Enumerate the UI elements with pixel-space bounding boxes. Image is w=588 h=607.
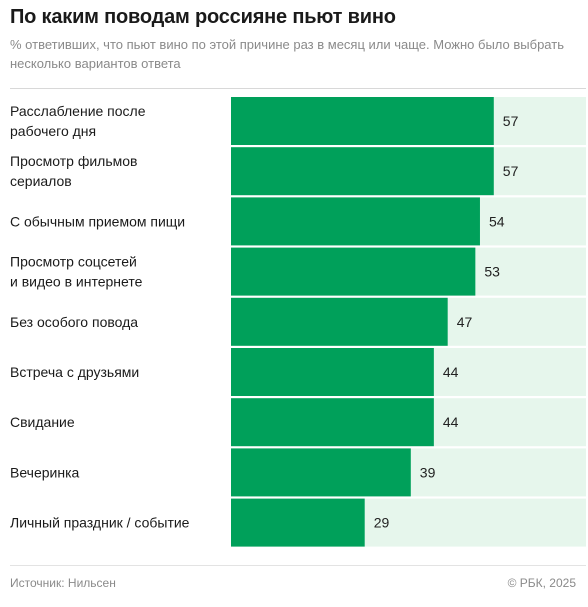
bar-row: 57 Расслабление после рабочего дня — [10, 97, 586, 145]
category-label: Просмотр соцсетей и видео в интернете — [10, 254, 143, 290]
bar-row: 54 С обычным приемом пищи — [10, 197, 586, 246]
data-label: 57 — [503, 113, 519, 129]
category-label: Без особого повода — [10, 314, 138, 330]
copyright-note: © РБК, 2025 — [507, 576, 576, 590]
chart-title: По каким поводам россияне пьют вино — [10, 6, 396, 28]
category-label: Вечеринка — [10, 464, 80, 480]
bar-row: 57 Просмотр фильмов сериалов — [10, 147, 586, 196]
data-label: 44 — [443, 414, 459, 430]
bar — [231, 197, 480, 246]
bar — [231, 147, 494, 196]
bar — [231, 247, 476, 296]
source-note: Источник: Нильсен — [10, 576, 116, 590]
bottom-divider — [10, 565, 586, 566]
bar-row: 47 Без особого повода — [10, 297, 586, 346]
bar — [231, 398, 434, 447]
bar — [231, 297, 448, 346]
bar-row: 44 Встреча с друзьями — [10, 348, 586, 396]
category-label: Личный праздник / событие — [10, 515, 190, 531]
bar-row: 29 Личный праздник / событие — [10, 498, 586, 547]
category-label: Расслабление после рабочего дня — [10, 103, 146, 139]
bar-row: 44 Свидание — [10, 398, 586, 447]
bar — [231, 448, 411, 497]
bar-row: 39 Вечеринка — [10, 448, 586, 497]
data-label: 57 — [503, 163, 519, 179]
bar — [231, 348, 434, 396]
data-label: 39 — [420, 464, 436, 480]
chart-subtitle: % ответивших, что пьют вино по этой прич… — [10, 37, 564, 71]
data-label: 29 — [374, 515, 390, 531]
data-label: 53 — [484, 264, 500, 280]
category-label: Просмотр фильмов сериалов — [10, 153, 137, 189]
data-label: 54 — [489, 213, 505, 229]
bar-row: 53 Просмотр соцсетей и видео в интернете — [10, 247, 586, 296]
data-label: 44 — [443, 364, 459, 380]
top-divider — [10, 88, 586, 89]
data-label: 47 — [457, 314, 473, 330]
category-label: Свидание — [10, 414, 75, 430]
bar — [231, 97, 494, 145]
category-label: С обычным приемом пищи — [10, 213, 185, 229]
bar — [231, 498, 365, 547]
category-label: Встреча с друзьями — [10, 364, 139, 380]
